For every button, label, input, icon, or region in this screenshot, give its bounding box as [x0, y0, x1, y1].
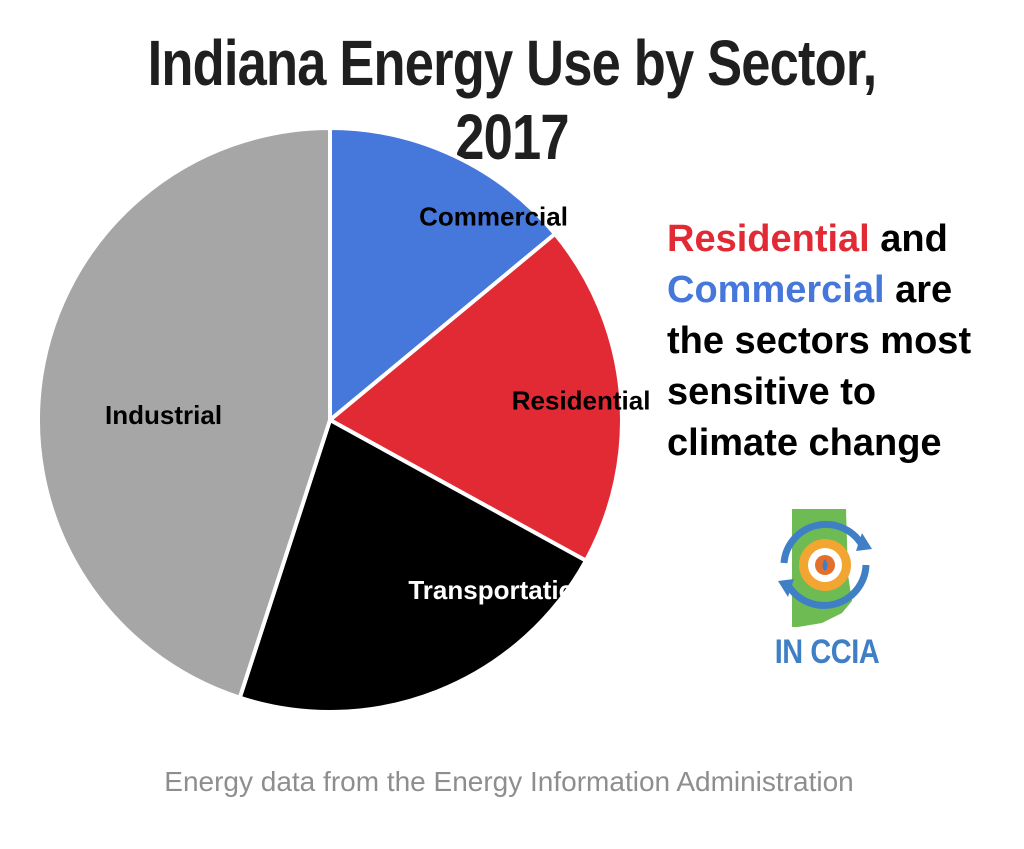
side-note-commercial: Commercial: [667, 269, 885, 311]
pie-slice-transportation: [237, 418, 588, 714]
logo-text: IN CCIA: [774, 633, 880, 671]
side-note-line-5: climate change: [667, 422, 942, 464]
source-note: Energy data from the Energy Information …: [164, 766, 854, 797]
indiana-ccia-logo-icon: [778, 509, 872, 627]
side-note: Residential and Commercial are the secto…: [667, 214, 1012, 469]
pie-slice-residential: [328, 231, 624, 563]
side-note-line-1: Residential and: [667, 214, 1012, 265]
side-note-and: and: [869, 218, 948, 260]
pie-slice-industrial: [36, 126, 332, 700]
side-note-residential: Residential: [667, 218, 870, 260]
in-ccia-logo: IN CCIA: [762, 505, 892, 680]
side-note-line-4: sensitive to: [667, 371, 877, 413]
pie-label-residential: Residential: [512, 385, 651, 415]
chart-title: Indiana Energy Use by Sector, 2017: [147, 27, 878, 173]
pie-slice-commercial: [328, 126, 557, 422]
side-note-line-3: the sectors most: [667, 320, 972, 362]
side-note-are: are: [884, 269, 953, 311]
pie-label-industrial: Industrial: [105, 400, 222, 430]
pie-label-commercial: Commercial: [419, 201, 568, 231]
side-note-line-2: Commercial are: [667, 265, 1012, 316]
pie-label-transportation: Transportation: [408, 575, 590, 605]
